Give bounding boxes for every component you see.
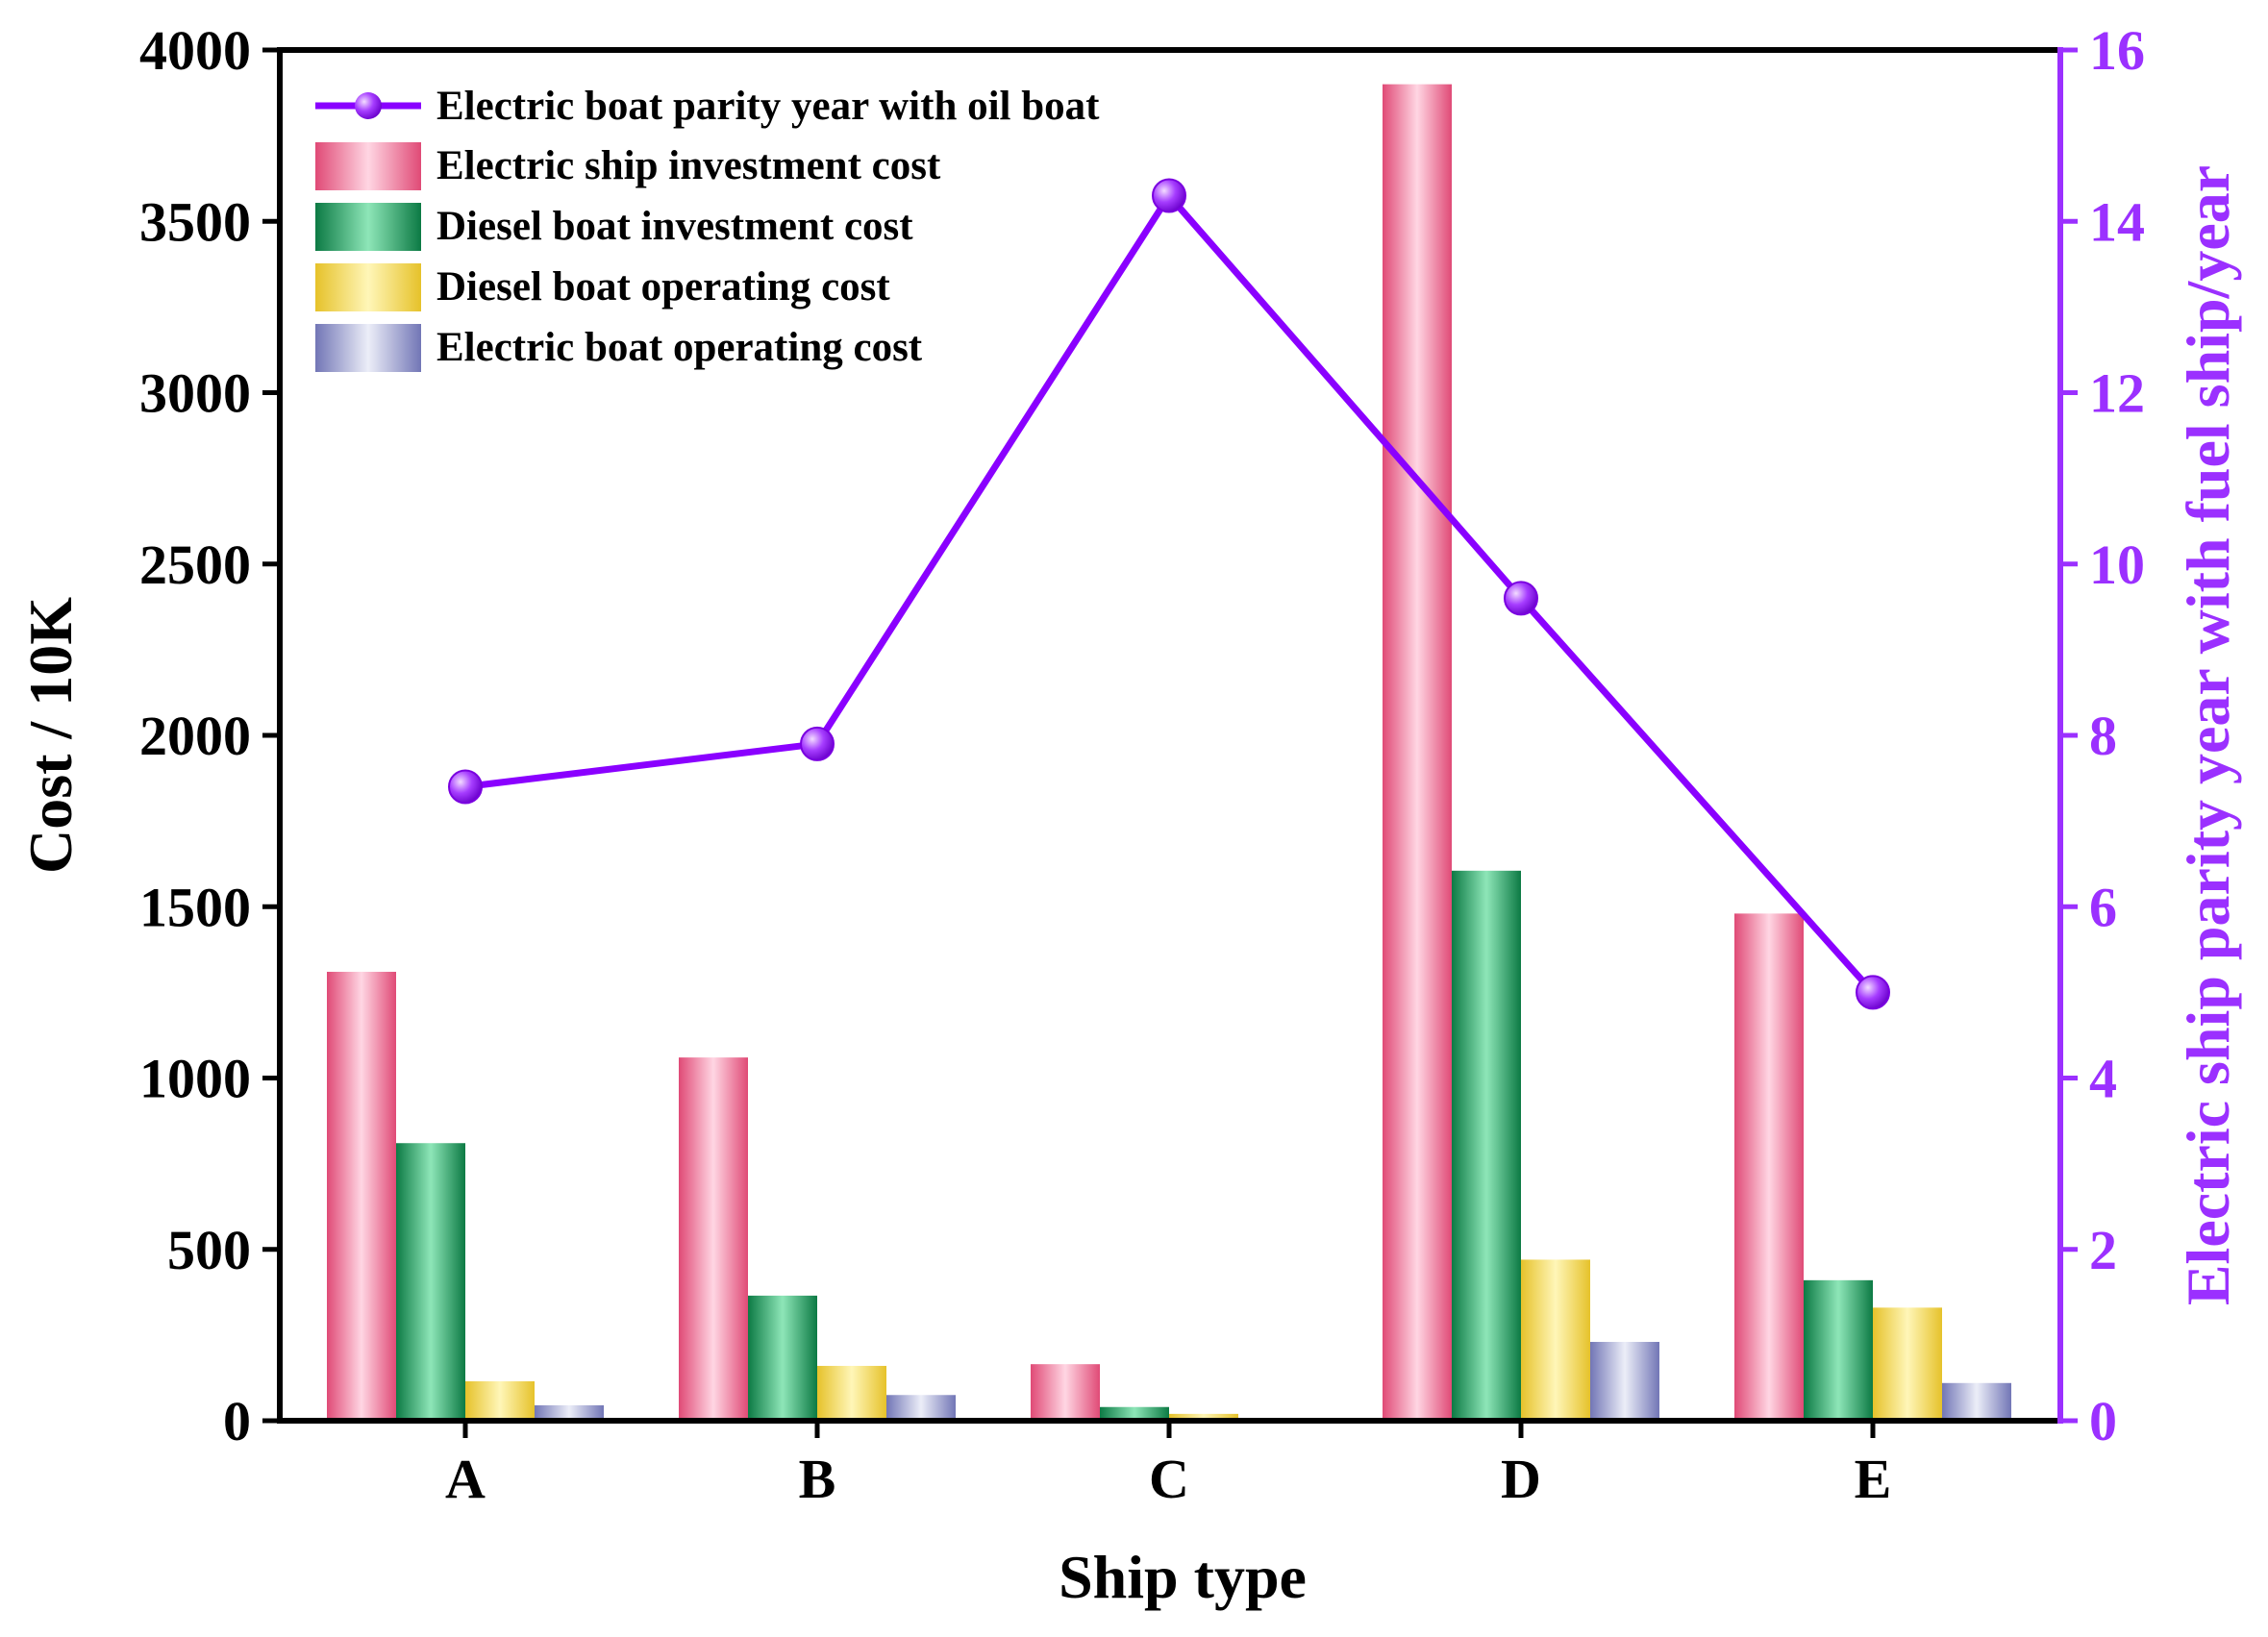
legend-item-parity-line: Electric boat parity year with oil boat xyxy=(315,84,1100,129)
legend-label-parity-line: Electric boat parity year with oil boat xyxy=(436,84,1100,129)
bar-electric-operating-A xyxy=(535,1404,604,1421)
bar-electric-invest-C xyxy=(1031,1364,1100,1421)
x-axis-title: Ship type xyxy=(1059,1543,1307,1611)
legend-swatch-diesel-invest xyxy=(315,203,421,251)
right-tick-label: 12 xyxy=(2089,362,2145,425)
legend-label-diesel-invest: Diesel boat investment cost xyxy=(436,204,913,249)
y-axis-title: Cost / 10K xyxy=(16,597,85,874)
legend: Electric boat parity year with oil boat … xyxy=(315,84,1100,372)
bar-electric-operating-E xyxy=(1942,1382,2011,1421)
right-tick-label: 14 xyxy=(2089,190,2145,253)
parity-marker-D xyxy=(1504,581,1538,616)
legend-item-electric-operating: Electric boat operating cost xyxy=(315,324,923,372)
bar-diesel-invest-E xyxy=(1804,1279,1873,1421)
left-tick-label: 0 xyxy=(223,1390,251,1452)
parity-marker-E xyxy=(1856,975,1890,1010)
legend-line-marker xyxy=(355,92,382,119)
legend-swatch-electric-operating xyxy=(315,324,421,372)
legend-label-electric-invest: Electric ship investment cost xyxy=(436,143,941,188)
x-tick-label-D: D xyxy=(1501,1448,1541,1510)
y2-axis-title: Electric ship parity year with fuel ship… xyxy=(2174,165,2242,1305)
right-tick-label: 0 xyxy=(2089,1390,2117,1452)
bar-electric-invest-D xyxy=(1383,84,1452,1421)
right-tick-label: 6 xyxy=(2089,876,2117,938)
bar-diesel-invest-A xyxy=(396,1143,465,1421)
right-tick-label: 4 xyxy=(2089,1048,2117,1110)
left-tick-label: 2500 xyxy=(139,533,251,596)
left-tick-label: 2000 xyxy=(139,705,251,767)
legend-item-diesel-invest: Diesel boat investment cost xyxy=(315,203,913,251)
bar-electric-invest-E xyxy=(1734,913,1804,1421)
x-tick-label-A: A xyxy=(445,1448,486,1510)
bar-electric-invest-B xyxy=(679,1057,748,1421)
bar-diesel-invest-B xyxy=(748,1295,817,1421)
bar-diesel-operating-E xyxy=(1873,1307,1942,1421)
left-tick-label: 1500 xyxy=(139,876,251,938)
parity-marker-B xyxy=(800,726,835,761)
left-tick-label: 500 xyxy=(167,1219,251,1281)
legend-label-electric-operating: Electric boat operating cost xyxy=(436,325,923,370)
parity-line-layer xyxy=(448,178,1890,1010)
right-y-ticks: 0 2 4 6 8 10 12 14 16 xyxy=(2060,19,2145,1452)
bars-layer xyxy=(327,84,2011,1421)
x-tick-label-E: E xyxy=(1855,1448,1892,1510)
bar-diesel-operating-A xyxy=(465,1381,535,1421)
parity-marker-A xyxy=(448,769,483,805)
bar-diesel-invest-C xyxy=(1100,1406,1169,1421)
parity-marker-C xyxy=(1152,178,1186,213)
left-y-ticks: 0 500 1000 1500 2000 2500 3000 3500 4000 xyxy=(139,19,280,1452)
x-tick-label-C: C xyxy=(1149,1448,1189,1510)
bar-diesel-operating-D xyxy=(1521,1259,1590,1421)
x-tick-label-B: B xyxy=(799,1448,836,1510)
left-tick-label: 1000 xyxy=(139,1048,251,1110)
bar-diesel-operating-B xyxy=(817,1365,886,1421)
x-ticks: A B C D E xyxy=(445,1421,1891,1510)
bar-electric-operating-B xyxy=(886,1395,956,1421)
bar-diesel-operating-C xyxy=(1169,1413,1238,1421)
legend-label-diesel-operating: Diesel boat operating cost xyxy=(436,264,890,310)
left-tick-label: 4000 xyxy=(139,19,251,82)
legend-swatch-diesel-operating xyxy=(315,263,421,311)
right-tick-label: 10 xyxy=(2089,533,2145,596)
right-tick-label: 2 xyxy=(2089,1219,2117,1281)
legend-item-electric-invest: Electric ship investment cost xyxy=(315,142,941,190)
bar-electric-operating-D xyxy=(1590,1342,1659,1421)
legend-swatch-electric-invest xyxy=(315,142,421,190)
bar-diesel-invest-D xyxy=(1452,870,1521,1421)
left-tick-label: 3500 xyxy=(139,190,251,253)
left-tick-label: 3000 xyxy=(139,362,251,425)
bar-electric-invest-A xyxy=(327,971,396,1421)
parity-line-path xyxy=(464,192,1876,995)
right-tick-label: 16 xyxy=(2089,19,2145,82)
legend-item-diesel-operating: Diesel boat operating cost xyxy=(315,263,890,311)
right-tick-label: 8 xyxy=(2089,705,2117,767)
